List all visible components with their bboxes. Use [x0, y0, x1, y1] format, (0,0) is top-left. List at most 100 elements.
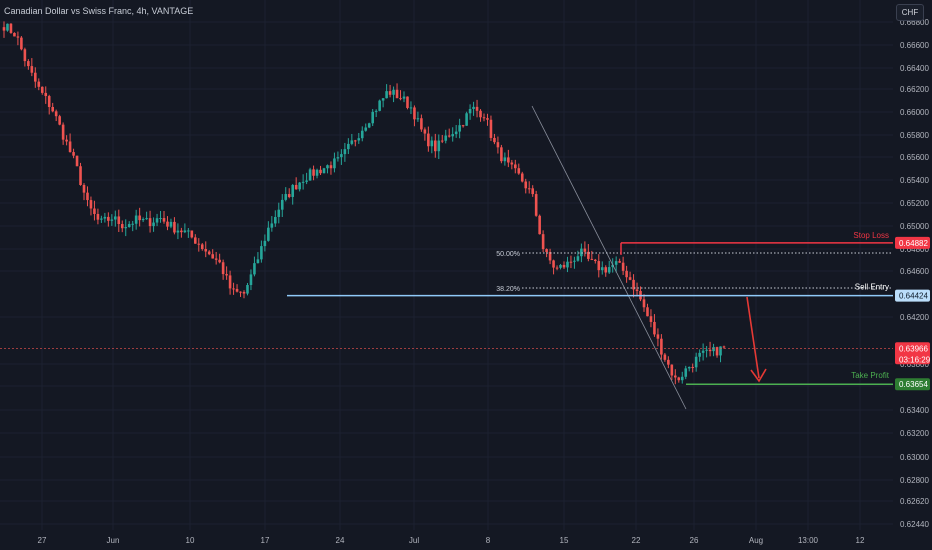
candle-body: [534, 194, 538, 216]
stop-loss-price-tag-bg: [895, 236, 930, 249]
fib-label-382: 38.20%: [496, 286, 520, 293]
candle-body: [242, 292, 246, 294]
candle-body: [712, 347, 715, 352]
candle-body: [58, 116, 61, 125]
candle-body: [287, 194, 291, 197]
x-tick-label: 8: [486, 536, 491, 545]
candle-body: [103, 216, 107, 219]
candle-body: [503, 157, 507, 162]
candle-body: [517, 168, 521, 174]
candle-body: [406, 96, 409, 108]
candle-body: [587, 251, 590, 259]
y-tick-label: 0.66200: [900, 85, 929, 94]
candle-body: [214, 258, 218, 260]
candle-body: [37, 81, 41, 87]
candle-body: [646, 307, 649, 317]
candle-body: [573, 260, 576, 262]
candle-body: [420, 118, 423, 130]
candle-body: [541, 234, 545, 250]
candle-body: [319, 169, 322, 174]
y-tick-label: 0.65200: [900, 199, 929, 208]
y-tick-label: 0.66400: [900, 64, 929, 73]
candle-body: [256, 259, 260, 264]
x-tick-label: Aug: [749, 536, 763, 545]
y-tick-label: 0.62440: [900, 520, 929, 529]
candle-body: [524, 181, 528, 189]
candle-body: [427, 133, 430, 147]
candle-body: [34, 72, 37, 82]
candle-body: [260, 246, 263, 260]
candle-body: [416, 118, 420, 120]
candle-body: [708, 349, 712, 352]
candle-body: [423, 129, 427, 134]
candle-body: [162, 218, 166, 222]
candle-body: [114, 216, 117, 220]
candle-body: [253, 263, 256, 275]
candle-body: [667, 359, 670, 365]
candle-body: [246, 284, 249, 294]
candle-body: [576, 256, 580, 261]
candle-body: [194, 237, 197, 244]
candle-body: [68, 141, 72, 153]
candle-body: [475, 106, 479, 111]
candle-body: [514, 164, 517, 169]
candle-body: [360, 130, 364, 139]
candle-body: [500, 147, 503, 162]
candle-body: [385, 91, 388, 99]
x-tick-label: 24: [336, 536, 345, 545]
candle-body: [479, 110, 482, 118]
y-tick-label: 0.65800: [900, 131, 929, 140]
y-tick-label: 0.66600: [900, 41, 929, 50]
candle-body: [86, 192, 89, 201]
candle-body: [2, 27, 6, 31]
candle-body: [674, 375, 677, 378]
y-axis[interactable]: 0.66600 0.66400 0.66200 0.66000 0.65800 0.656…: [900, 18, 929, 529]
candle-body: [169, 221, 173, 227]
currency-button[interactable]: CHF: [896, 4, 924, 21]
x-tick-label: 26: [690, 536, 699, 545]
fib-label-50: 50.00%: [496, 251, 520, 258]
candle-body: [180, 230, 183, 233]
x-axis[interactable]: 27 Jun 10 17 24 Jul 8 15 22 26 Aug 13:00 12: [38, 536, 865, 545]
x-tick-label: 27: [38, 536, 47, 545]
candle-body: [197, 243, 201, 245]
candle-body: [93, 208, 96, 214]
candle-body: [399, 98, 402, 100]
sell-entry-price-tag-bg: [895, 289, 930, 302]
y-tick-label: 0.66000: [900, 108, 929, 117]
candle-body: [600, 267, 604, 271]
y-tick-label: 0.65600: [900, 153, 929, 162]
candle-body: [705, 349, 708, 351]
candle-body: [604, 267, 608, 273]
candle-body: [580, 248, 583, 257]
candle-body: [395, 89, 399, 99]
candle-body: [96, 213, 100, 220]
y-tick-label: 0.63800: [900, 360, 929, 369]
candle-body: [148, 218, 152, 227]
y-tick-label: 0.64600: [900, 267, 929, 276]
candle-body: [402, 96, 406, 99]
candle-body: [434, 140, 437, 152]
candle-body: [322, 168, 326, 174]
x-tick-label: 17: [261, 536, 270, 545]
candle-body: [447, 135, 451, 137]
candle-body: [79, 166, 82, 186]
candle-body: [235, 288, 239, 292]
candle-body: [187, 230, 190, 232]
candle-body: [656, 334, 660, 339]
candle-body: [388, 91, 392, 95]
candle-body: [465, 113, 468, 126]
candle-body: [204, 249, 208, 252]
candle-body: [583, 248, 587, 252]
candle-body: [698, 352, 701, 357]
x-tick-label: 22: [632, 536, 641, 545]
candle-body: [590, 258, 594, 260]
candle-body: [267, 227, 270, 241]
candle-body: [378, 100, 381, 111]
candle-body: [468, 109, 472, 114]
candle-body: [134, 215, 138, 224]
candle-body: [120, 224, 124, 229]
candle-body: [155, 218, 159, 223]
price-tags: 0.64882 0.64424 0.63966 03:16:29 0.63654: [895, 236, 931, 391]
